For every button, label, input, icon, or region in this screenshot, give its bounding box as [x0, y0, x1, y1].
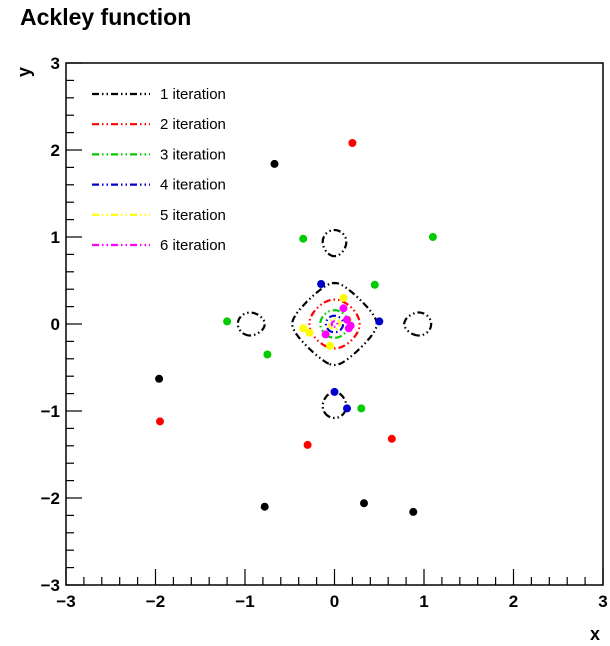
series-6-point	[343, 315, 351, 324]
contour-line	[403, 311, 433, 337]
series-3-point	[428, 233, 437, 241]
x-tick-label: 0	[330, 592, 339, 611]
legend: 1 iteration 2 iteration 3 iteration 4 itera…	[92, 86, 226, 254]
series-1-point	[270, 159, 279, 168]
series-3-point	[370, 280, 379, 289]
series-1-contour	[155, 159, 433, 516]
series-3-point	[223, 317, 232, 326]
contour-line	[324, 314, 345, 334]
series-5-point	[299, 324, 308, 333]
series-5-point	[339, 293, 348, 302]
x-tick-label: −2	[146, 592, 165, 611]
series-1-point	[360, 499, 368, 508]
series-4-point	[375, 317, 384, 326]
legend-label: 2 iteration	[160, 116, 226, 133]
x-axis-title: x	[590, 624, 600, 644]
legend-label: 3 iteration	[160, 146, 226, 163]
legend-entry: 3 iteration	[92, 146, 226, 163]
series-6-point	[346, 321, 355, 330]
y-tick-label: 3	[51, 54, 60, 73]
y-tick-label: 2	[51, 141, 60, 160]
series-4-contour	[317, 280, 384, 413]
x-tick-label: 3	[598, 592, 607, 611]
contour-line	[321, 228, 348, 258]
series-1-point	[409, 507, 418, 516]
legend-label: 5 iteration	[160, 207, 226, 224]
y-tick-label: −2	[41, 489, 60, 508]
series-3-point	[263, 350, 272, 359]
legend-entry: 2 iteration	[92, 116, 226, 133]
y-tick-label: 1	[51, 228, 60, 247]
y-tick-label: −3	[41, 576, 60, 595]
contour-line	[319, 309, 350, 339]
series-4-point	[317, 280, 326, 288]
series-3-contour	[223, 233, 437, 413]
series-6-point	[321, 330, 330, 339]
series-2-point	[387, 434, 396, 443]
series-1-point	[260, 502, 269, 511]
chart-title: Ackley function	[20, 4, 192, 30]
x-tick-label: 2	[509, 592, 518, 611]
series-1-point	[155, 374, 164, 383]
series-6-point	[339, 304, 348, 313]
legend-entry: 1 iteration	[92, 86, 226, 103]
x-tick-label: −1	[235, 592, 254, 611]
series-5-point	[326, 341, 334, 350]
contour-line	[236, 311, 266, 337]
series-2-point	[303, 440, 312, 449]
series-3-point	[299, 234, 308, 243]
contour-line	[321, 390, 348, 420]
series-4-point	[343, 404, 351, 413]
series-5-point	[305, 328, 314, 337]
contour-line	[327, 317, 342, 331]
contour-line	[330, 320, 339, 328]
legend-label: 6 iteration	[160, 237, 226, 254]
series-6-contour	[321, 304, 355, 339]
series-4-point	[330, 387, 339, 396]
x-tick-label: −3	[56, 592, 75, 611]
series-3-point	[357, 404, 366, 413]
y-tick-label: −1	[41, 402, 60, 421]
legend-entry: 6 iteration	[92, 237, 226, 254]
legend-label: 4 iteration	[160, 177, 226, 194]
y-axis-title: y	[14, 67, 34, 77]
legend-label: 1 iteration	[160, 86, 226, 103]
x-tick-label: 1	[419, 592, 428, 611]
plot-frame	[65, 62, 604, 586]
series-2-point	[348, 139, 357, 147]
series-2-point	[156, 417, 164, 426]
y-tick-label: 0	[51, 315, 60, 334]
contour-line	[291, 281, 378, 367]
legend-entry: 5 iteration	[92, 207, 226, 224]
legend-entry: 4 iteration	[92, 177, 226, 194]
